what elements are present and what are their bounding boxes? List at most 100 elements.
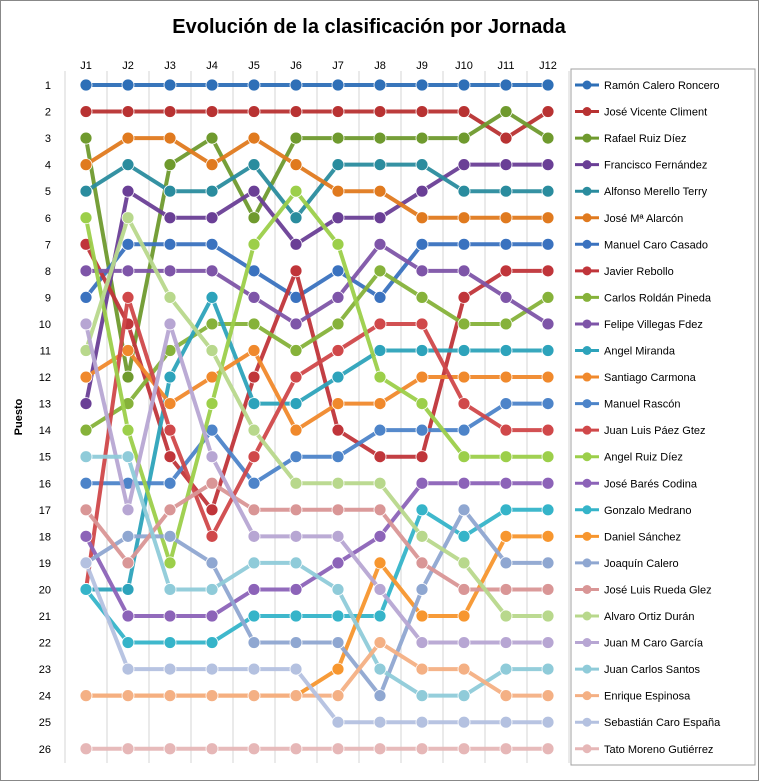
data-point (541, 78, 555, 92)
data-point (79, 689, 93, 703)
series-path (84, 454, 550, 698)
legend-entry: José Mª Alarcón (575, 213, 683, 225)
legend-label: José Mª Alarcón (604, 213, 683, 225)
data-point (247, 78, 261, 92)
data-point (289, 609, 303, 623)
y-tick-label: 3 (45, 133, 51, 145)
data-point (499, 609, 513, 623)
legend-entry: Juan Luis Páez Gtez (575, 425, 706, 437)
data-point (541, 237, 555, 251)
y-tick-label: 20 (39, 584, 51, 596)
legend-swatch-marker (582, 744, 592, 754)
data-point (79, 423, 93, 437)
data-point (457, 715, 471, 729)
data-point (205, 105, 219, 118)
data-point (121, 344, 135, 357)
data-point (247, 529, 261, 543)
legend-entry: Daniel Sánchez (575, 531, 681, 543)
data-point (289, 237, 303, 251)
legend-entry: Joaquín Calero (575, 558, 679, 570)
data-point (541, 344, 555, 357)
data-point (205, 529, 219, 543)
data-point (205, 184, 219, 198)
data-point (499, 105, 513, 118)
data-point (331, 609, 345, 623)
data-point (457, 689, 471, 703)
series-line (79, 556, 555, 729)
y-tick-label: 23 (39, 664, 51, 676)
series-line (79, 158, 555, 225)
data-point (289, 184, 303, 198)
y-tick-label: 12 (39, 372, 51, 384)
legend-label: Joaquín Calero (604, 558, 679, 570)
data-point (247, 131, 261, 145)
data-point (121, 184, 135, 198)
data-point (289, 397, 303, 411)
data-point (79, 78, 93, 92)
data-point (247, 583, 261, 596)
data-point (205, 689, 219, 703)
data-point (541, 476, 555, 490)
data-point (331, 78, 345, 92)
data-point (415, 662, 429, 676)
legend-label: Manuel Caro Casado (604, 239, 708, 251)
data-point (121, 556, 135, 570)
legend: Ramón Calero Roncero José Vicente Climent… (575, 80, 721, 756)
x-tick-label: J9 (416, 60, 428, 72)
data-point (121, 290, 135, 304)
data-point (163, 583, 177, 596)
data-point (457, 556, 471, 570)
data-point (331, 742, 345, 756)
data-point (121, 450, 135, 464)
data-point (415, 131, 429, 145)
data-point (79, 184, 93, 198)
data-point (289, 370, 303, 384)
data-point (247, 450, 261, 464)
data-point (499, 317, 513, 331)
data-point (163, 529, 177, 543)
legend-entry: Manuel Caro Casado (575, 239, 708, 251)
data-point (79, 264, 93, 278)
data-point (247, 344, 261, 357)
legend-swatch-marker (582, 266, 592, 276)
data-point (79, 503, 93, 517)
x-tick-label: J6 (290, 60, 302, 72)
series-line (79, 131, 555, 225)
y-tick-label: 11 (40, 346, 51, 358)
data-point (499, 370, 513, 384)
legend-swatch-marker (582, 399, 592, 409)
legend-swatch-marker (582, 531, 592, 541)
data-point (163, 264, 177, 278)
legend-swatch-marker (582, 186, 592, 196)
data-point (121, 689, 135, 703)
legend-entry: Carlos Roldán Pineda (575, 292, 712, 304)
data-point (205, 264, 219, 278)
data-point (247, 423, 261, 437)
legend-label: Manuel Rascón (604, 399, 680, 411)
series-path (84, 136, 550, 220)
y-tick-label: 21 (39, 611, 51, 623)
legend-entry: Alvaro Ortiz Durán (575, 611, 694, 623)
data-point (373, 370, 387, 384)
data-point (373, 450, 387, 464)
y-tick-label: 2 (45, 107, 51, 119)
data-point (247, 556, 261, 570)
legend-label: José Barés Codina (604, 478, 698, 490)
data-point (289, 264, 303, 278)
data-point (331, 397, 345, 411)
series-line (79, 344, 555, 437)
data-point (163, 317, 177, 331)
series-path (84, 560, 550, 725)
data-point (79, 290, 93, 304)
data-point (541, 264, 555, 278)
data-point (373, 290, 387, 304)
data-point (247, 158, 261, 172)
y-tick-label: 22 (39, 638, 51, 650)
data-point (415, 556, 429, 570)
data-point (331, 264, 345, 278)
data-point (79, 370, 93, 384)
series-path (84, 189, 550, 565)
data-point (541, 105, 555, 118)
data-point (205, 237, 219, 251)
data-point (457, 476, 471, 490)
